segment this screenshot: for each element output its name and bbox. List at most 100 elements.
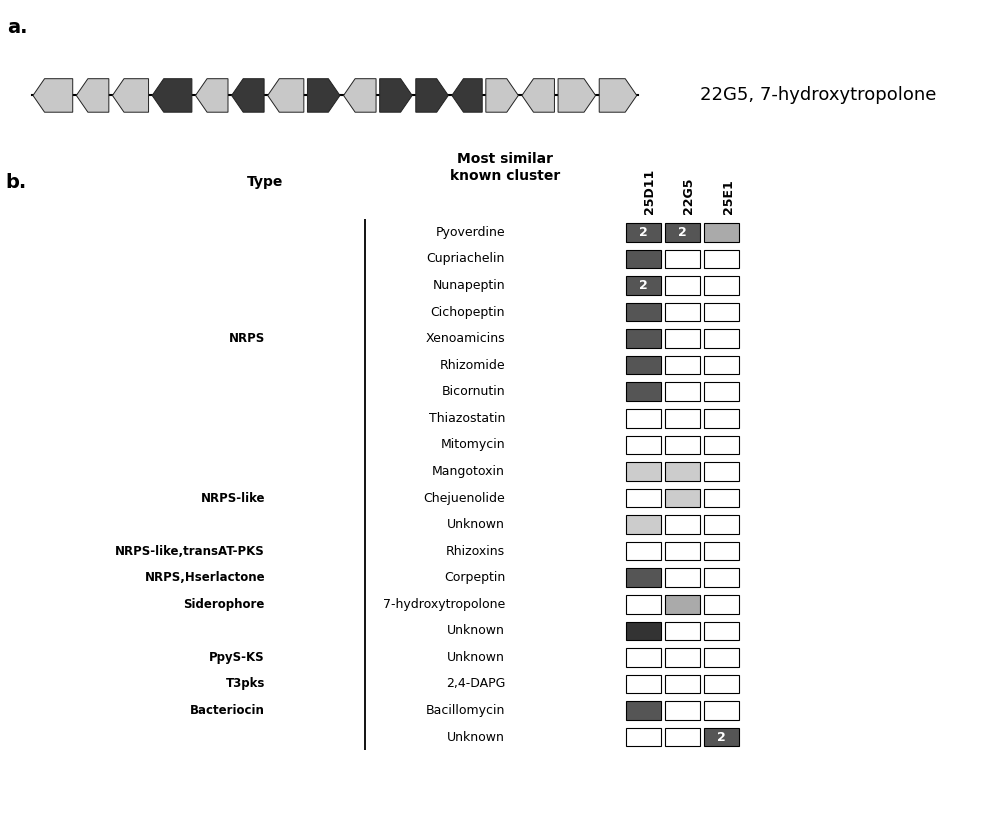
Bar: [665, 383, 700, 401]
FancyArrow shape: [307, 79, 340, 112]
Bar: [626, 409, 661, 427]
Bar: [704, 462, 739, 481]
Bar: [626, 622, 661, 640]
Bar: [704, 701, 739, 720]
Bar: [626, 728, 661, 746]
Text: Chejuenolide: Chejuenolide: [423, 491, 505, 505]
Text: NRPS-like,transAT-PKS: NRPS-like,transAT-PKS: [115, 544, 265, 558]
Text: 2: 2: [717, 730, 726, 744]
Bar: [704, 489, 739, 507]
Bar: [626, 701, 661, 720]
Text: NRPS: NRPS: [229, 332, 265, 345]
Text: Nunapeptin: Nunapeptin: [432, 279, 505, 292]
Bar: [665, 330, 700, 348]
Bar: [626, 542, 661, 560]
FancyArrow shape: [112, 79, 149, 112]
Bar: [665, 462, 700, 481]
Bar: [665, 648, 700, 666]
FancyArrow shape: [232, 79, 264, 112]
Bar: [665, 542, 700, 560]
Bar: [704, 356, 739, 374]
Text: a.: a.: [7, 17, 28, 37]
FancyArrow shape: [152, 79, 192, 112]
Bar: [665, 436, 700, 454]
Bar: [665, 489, 700, 507]
Text: Bacillomycin: Bacillomycin: [426, 704, 505, 717]
Bar: [704, 409, 739, 427]
Bar: [704, 675, 739, 693]
Text: 25E1: 25E1: [722, 179, 735, 214]
Bar: [665, 675, 700, 693]
Text: b.: b.: [5, 173, 27, 192]
Bar: [665, 701, 700, 720]
Text: Cupriachelin: Cupriachelin: [427, 252, 505, 266]
FancyArrow shape: [416, 79, 448, 112]
Text: 2: 2: [639, 226, 648, 239]
Bar: [626, 330, 661, 348]
FancyArrow shape: [558, 79, 596, 112]
Bar: [704, 515, 739, 534]
Text: Type: Type: [247, 175, 283, 189]
Text: Unknown: Unknown: [447, 518, 505, 531]
Bar: [626, 223, 661, 242]
Text: 25D11: 25D11: [643, 168, 656, 214]
Bar: [665, 223, 700, 242]
Bar: [704, 250, 739, 268]
Text: Mangotoxin: Mangotoxin: [432, 465, 505, 478]
Text: T3pks: T3pks: [226, 677, 265, 691]
Bar: [704, 595, 739, 613]
Bar: [704, 648, 739, 666]
Bar: [665, 569, 700, 587]
Text: NRPS-like: NRPS-like: [200, 491, 265, 505]
Bar: [626, 436, 661, 454]
Bar: [626, 383, 661, 401]
Text: PpyS-KS: PpyS-KS: [209, 651, 265, 664]
Bar: [626, 569, 661, 587]
Bar: [626, 303, 661, 321]
Bar: [665, 728, 700, 746]
Bar: [665, 276, 700, 295]
Bar: [626, 250, 661, 268]
Bar: [704, 383, 739, 401]
Text: Unknown: Unknown: [447, 624, 505, 637]
Bar: [626, 276, 661, 295]
Text: 7-hydroxytropolone: 7-hydroxytropolone: [383, 598, 505, 611]
Text: 22G5: 22G5: [682, 178, 695, 214]
Bar: [704, 303, 739, 321]
Text: Siderophore: Siderophore: [184, 598, 265, 611]
Bar: [665, 250, 700, 268]
Bar: [665, 515, 700, 534]
Bar: [626, 595, 661, 613]
FancyArrow shape: [599, 79, 637, 112]
Text: Most similar
known cluster: Most similar known cluster: [450, 153, 560, 183]
Text: Bacteriocin: Bacteriocin: [190, 704, 265, 717]
Bar: [626, 356, 661, 374]
Text: 2,4-DAPG: 2,4-DAPG: [446, 677, 505, 691]
Text: Thiazostatin: Thiazostatin: [429, 412, 505, 425]
Bar: [704, 223, 739, 242]
FancyArrow shape: [196, 79, 228, 112]
Text: 2: 2: [678, 226, 687, 239]
Text: Cichopeptin: Cichopeptin: [431, 305, 505, 319]
Text: Rhizoxins: Rhizoxins: [446, 544, 505, 558]
FancyArrow shape: [452, 79, 482, 112]
Bar: [704, 542, 739, 560]
Text: Unknown: Unknown: [447, 651, 505, 664]
FancyArrow shape: [380, 79, 412, 112]
FancyArrow shape: [344, 79, 376, 112]
Text: Rhizomide: Rhizomide: [439, 359, 505, 372]
Bar: [626, 489, 661, 507]
Bar: [704, 569, 739, 587]
FancyArrow shape: [522, 79, 554, 112]
Bar: [704, 728, 739, 746]
Bar: [704, 276, 739, 295]
Bar: [626, 675, 661, 693]
Bar: [704, 436, 739, 454]
Bar: [665, 303, 700, 321]
Bar: [665, 622, 700, 640]
Bar: [665, 595, 700, 613]
Bar: [626, 648, 661, 666]
Bar: [665, 356, 700, 374]
FancyArrow shape: [33, 79, 73, 112]
FancyArrow shape: [268, 79, 304, 112]
